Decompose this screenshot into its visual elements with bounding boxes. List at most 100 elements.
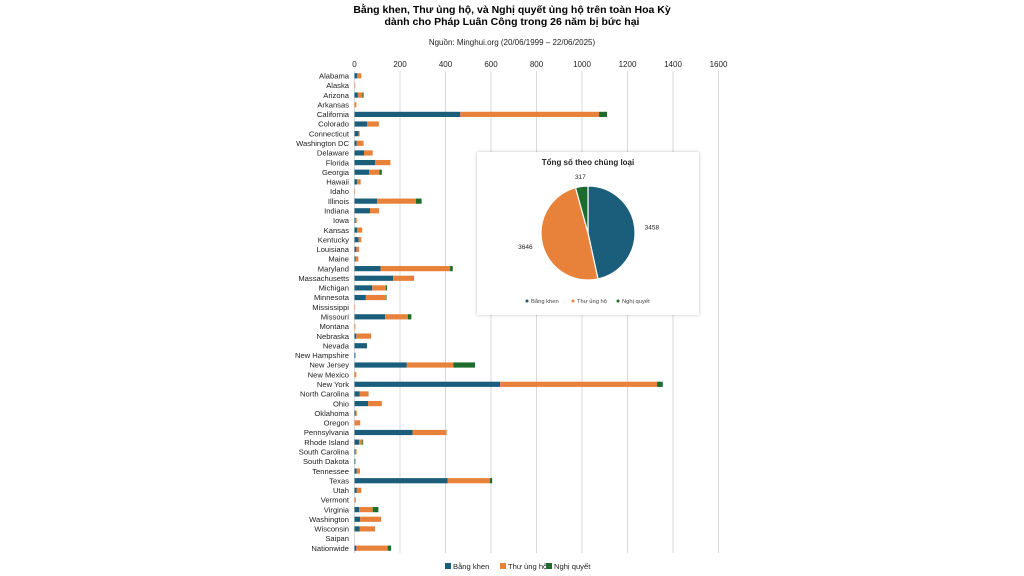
bar-thu-ung-ho-delaware [364, 150, 373, 156]
bar-bang-khen-arizona [354, 92, 358, 98]
bar-thu-ung-ho-alabama [357, 73, 362, 79]
bar-thu-ung-ho-nationwide [356, 545, 388, 551]
bar-bang-khen-nationwide [354, 545, 357, 551]
bar-bang-khen-iowa [354, 217, 356, 224]
category-label-pennsylvania: Pennsylvania [304, 428, 350, 437]
bar-bang-khen-missouri [354, 314, 386, 320]
category-label-washington: Washington [309, 515, 349, 524]
bar-nghi-quyet-illinois [415, 198, 422, 204]
bar-thu-ung-ho-maine [355, 256, 359, 262]
chart-source: Nguồn: Minghui.org (20/06/1999 – 22/06/2… [429, 38, 596, 47]
category-label-kansas: Kansas [324, 226, 350, 235]
category-label-florida: Florida [326, 158, 350, 167]
category-label-massachusetts: Massachusetts [298, 274, 349, 283]
bar-thu-ung-ho-michigan [372, 285, 386, 291]
bar-thu-ung-ho-kentucky [358, 237, 362, 243]
legend: Bằng khen Thư ủng hộ Nghị quyết [445, 562, 591, 571]
category-label-louisiana: Louisiana [316, 245, 349, 254]
category-label-south-carolina: South Carolina [299, 447, 350, 456]
pie-legend-dot-nghi-quyet [616, 299, 620, 303]
category-label-idaho: Idaho [330, 187, 349, 196]
bar-bang-khen-california [354, 111, 461, 117]
category-label-arkansas: Arkansas [317, 100, 349, 109]
bar-nghi-quyet-california [599, 111, 608, 117]
bar-thu-ung-ho-new-mexico [354, 372, 357, 378]
category-label-utah: Utah [333, 486, 349, 495]
bar-thu-ung-ho-connecticut [358, 131, 360, 137]
legend-swatch-nghi-quyet [546, 563, 552, 569]
bar-thu-ung-ho-kansas [357, 227, 363, 233]
legend-label-bang-khen: Bằng khen [453, 562, 489, 571]
category-label-virginia: Virginia [324, 505, 350, 514]
bar-bang-khen-massachusetts [354, 275, 394, 281]
pie-slices [540, 185, 636, 281]
bar-bang-khen-colorado [354, 121, 368, 127]
bar-thu-ung-ho-idaho [354, 188, 356, 195]
category-label-illinois: Illinois [328, 197, 349, 206]
category-label-iowa: Iowa [333, 216, 350, 225]
pie-legend: Bằng khen Thư ủng hộ Nghị quyết [525, 298, 650, 305]
bar-thu-ung-ho-new-jersey [406, 362, 454, 368]
bar-thu-ung-ho-new-hampshire [355, 352, 356, 358]
bar-nghi-quyet-virginia [372, 507, 379, 513]
category-label-kentucky: Kentucky [318, 235, 349, 244]
bar-thu-ung-ho-rhode-island [359, 439, 363, 445]
x-tick-label: 800 [530, 60, 544, 69]
bar-thu-ung-ho-maryland [380, 266, 451, 272]
x-tick-label: 600 [484, 60, 498, 69]
bar-nghi-quyet-minnesota [385, 294, 387, 301]
bar-nghi-quyet-new-york [657, 381, 663, 387]
category-label-delaware: Delaware [317, 149, 349, 158]
bar-thu-ung-ho-missouri [385, 314, 408, 320]
category-label-washington-dc: Washington DC [296, 139, 349, 148]
bar-thu-ung-ho-arizona [357, 92, 363, 98]
category-label-nevada: Nevada [323, 341, 350, 350]
category-label-oklahoma: Oklahoma [314, 409, 349, 418]
bar-bang-khen-michigan [354, 285, 373, 291]
bar-bang-khen-washington-dc [354, 140, 357, 146]
category-label-maryland: Maryland [318, 264, 349, 273]
bar-nghi-quyet-missouri [407, 314, 412, 320]
category-label-new-hampshire: New Hampshire [295, 351, 349, 360]
legend-swatch-bang-khen [445, 563, 451, 569]
x-tick-label: 1200 [619, 60, 637, 69]
bar-bang-khen-maine [354, 256, 356, 262]
category-label-arizona: Arizona [323, 91, 350, 100]
bar-thu-ung-ho-south-carolina [355, 449, 357, 455]
bar-thu-ung-ho-arkansas [354, 102, 357, 108]
category-label-texas: Texas [329, 476, 349, 485]
x-tick-label: 1600 [710, 60, 728, 69]
category-label-hawaii: Hawaii [326, 178, 349, 187]
chart-title-line2: dành cho Pháp Luân Công trong 26 năm bị … [385, 16, 640, 28]
bar-nghi-quyet-maryland [450, 266, 453, 272]
x-tick-label: 400 [439, 60, 453, 69]
category-label-new-mexico: New Mexico [308, 370, 349, 379]
bar-thu-ung-ho-montana [354, 323, 356, 330]
category-label-michigan: Michigan [319, 284, 349, 293]
bar-thu-ung-ho-utah [356, 487, 362, 493]
bar-nghi-quyet-massachusetts [413, 275, 414, 281]
bar-bang-khen-utah [354, 487, 357, 493]
bar-bang-khen-washington [354, 516, 361, 522]
category-label-tennessee: Tennessee [312, 467, 349, 476]
bar-thu-ung-ho-hawaii [357, 179, 361, 185]
pie-chart: 3458 3646 317 Bằng khen Thư ủng hộ Nghị … [518, 174, 659, 305]
bar-thu-ung-ho-texas [447, 478, 490, 484]
legend-swatch-thu-ung-ho [500, 563, 506, 569]
bar-bang-khen-south-carolina [354, 449, 356, 455]
category-label-mississippi: Mississippi [312, 303, 349, 312]
category-label-connecticut: Connecticut [309, 129, 350, 138]
bar-thu-ung-ho-ohio [368, 400, 382, 407]
pie-label-thu-ung-ho: 3646 [518, 244, 533, 251]
category-label-california: California [317, 110, 350, 119]
category-label-georgia: Georgia [322, 168, 350, 177]
pie-label-nghi-quyet: 317 [575, 174, 586, 181]
pie-legend-bang-khen: Bằng khen [531, 298, 559, 305]
bar-bang-khen-maryland [354, 266, 381, 272]
category-label-minnesota: Minnesota [314, 293, 350, 302]
bar-thu-ung-ho-georgia [369, 169, 380, 175]
bar-thu-ung-ho-nebraska [356, 333, 372, 339]
bar-bang-khen-louisiana [354, 246, 357, 252]
category-label-nebraska: Nebraska [317, 332, 350, 341]
bar-thu-ung-ho-indiana [369, 208, 380, 214]
